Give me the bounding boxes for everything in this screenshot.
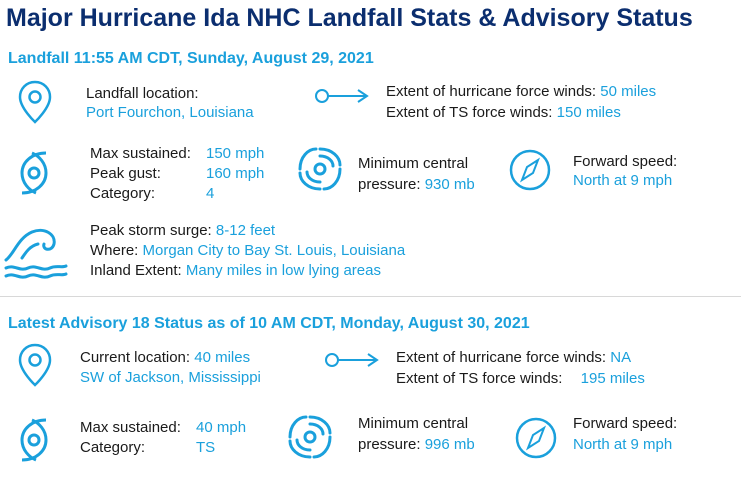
- landfall-category-label: Category:: [90, 185, 156, 202]
- landfall-heading: Landfall 11:55 AM CDT, Sunday, August 29…: [8, 50, 374, 67]
- advisory-max-sustained-value: 40 mph: [196, 419, 247, 436]
- cyclone-spiral-icon: [288, 415, 332, 459]
- advisory-heading: Latest Advisory 18 Status as of 10 AM CD…: [8, 315, 530, 332]
- page-title: Major Hurricane Ida NHC Landfall Stats &…: [6, 4, 693, 32]
- advisory-max-sustained-label: Max sustained:: [80, 419, 181, 436]
- landfall-location-label: Landfall location:: [86, 85, 199, 102]
- location-pin-icon: [18, 80, 52, 124]
- advisory-ts-winds: Extent of TS force winds: 195 miles: [396, 370, 645, 387]
- hurricane-icon: [20, 151, 48, 195]
- landfall-forward-value: North at 9 mph: [573, 172, 673, 189]
- compass-icon: [509, 149, 551, 191]
- landfall-pressure: pressure: 930 mb: [358, 176, 475, 193]
- landfall-pressure-label-1: Minimum central: [358, 155, 469, 172]
- hurricane-icon: [20, 418, 48, 462]
- section-divider: [0, 296, 741, 297]
- cyclone-spiral-icon: [298, 147, 342, 191]
- compass-icon: [515, 417, 557, 459]
- landfall-category-value: 4: [206, 185, 215, 202]
- landfall-peak-gust-value: 160 mph: [206, 165, 265, 182]
- advisory-category-label: Category:: [80, 439, 146, 456]
- landfall-hurricane-winds: Extent of hurricane force winds: 50 mile…: [386, 83, 657, 100]
- location-pin-icon: [18, 343, 52, 387]
- advisory-category-value: TS: [196, 439, 216, 456]
- landfall-inland: Inland Extent: Many miles in low lying a…: [90, 262, 381, 279]
- landfall-where: Where: Morgan City to Bay St. Louis, Lou…: [90, 242, 406, 259]
- landfall-max-sustained-label: Max sustained:: [90, 145, 191, 162]
- landfall-location-value: Port Fourchon, Louisiana: [86, 104, 254, 121]
- advisory-pressure-label-1: Minimum central: [358, 415, 469, 432]
- landfall-peak-gust-label: Peak gust:: [90, 165, 161, 182]
- advisory-forward-value: North at 9 mph: [573, 436, 673, 453]
- advisory-location-value-2: SW of Jackson, Mississippi: [80, 369, 261, 386]
- landfall-ts-winds: Extent of TS force winds: 150 miles: [386, 104, 621, 121]
- landfall-max-sustained-value: 150 mph: [206, 145, 265, 162]
- advisory-hurricane-winds: Extent of hurricane force winds: NA: [396, 349, 632, 366]
- landfall-surge: Peak storm surge: 8-12 feet: [90, 222, 276, 239]
- wave-icon: [4, 228, 68, 279]
- arrow-right-icon: [325, 353, 379, 367]
- arrow-right-icon: [315, 89, 369, 103]
- advisory-location: Current location: 40 miles: [80, 349, 251, 366]
- advisory-pressure: pressure: 996 mb: [358, 436, 475, 453]
- advisory-forward-label: Forward speed:: [573, 415, 678, 432]
- landfall-forward-label: Forward speed:: [573, 153, 678, 170]
